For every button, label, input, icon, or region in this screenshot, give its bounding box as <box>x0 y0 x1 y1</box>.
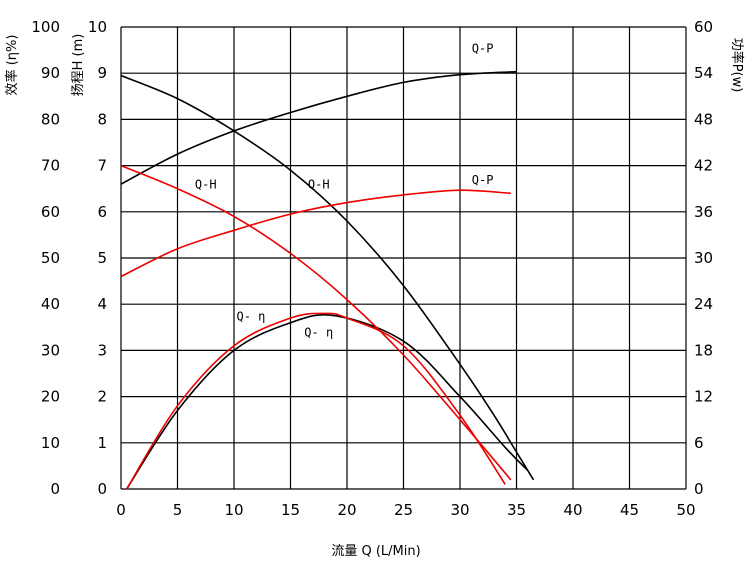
head-tick-label: 10 <box>88 18 107 36</box>
power-tick-label: 54 <box>694 64 713 82</box>
efficiency-tick-label: 20 <box>41 388 60 406</box>
power-tick-label: 42 <box>694 157 713 175</box>
x-tick-label: 10 <box>224 501 243 519</box>
head-tick-label: 3 <box>97 341 107 359</box>
x-axis-title: 流量 Q (L/Min) <box>331 544 420 559</box>
efficiency-tick-label: 0 <box>50 480 60 498</box>
left-efficiency-axis-title: 效率 (η%) <box>4 35 20 96</box>
power-tick-label: 60 <box>694 18 713 36</box>
series-line-head-black <box>120 74 535 481</box>
efficiency-tick-label: 30 <box>41 341 60 359</box>
series-group <box>120 70 535 490</box>
series-line-power-red <box>120 189 511 278</box>
x-tick-label: 20 <box>337 501 356 519</box>
x-tick-label: 40 <box>563 501 582 519</box>
efficiency-tick-label: 50 <box>41 249 60 267</box>
head-tick-label: 5 <box>97 249 107 267</box>
efficiency-tick-label: 100 <box>31 18 60 36</box>
x-tick-label: 30 <box>450 501 469 519</box>
head-tick-label: 0 <box>97 480 107 498</box>
series-line-efficiency-red <box>126 312 506 490</box>
curve-label: Q-H <box>195 178 217 192</box>
efficiency-tick-label: 90 <box>41 64 60 82</box>
power-tick-label: 36 <box>694 203 713 221</box>
series-line-power-black <box>120 70 517 185</box>
x-tick-label: 50 <box>676 501 695 519</box>
power-tick-label: 30 <box>694 249 713 267</box>
x-tick-label: 35 <box>507 501 526 519</box>
x-tick-label: 45 <box>620 501 639 519</box>
efficiency-tick-label: 70 <box>41 157 60 175</box>
power-tick-label: 6 <box>694 434 704 452</box>
curve-label: Q-P <box>472 173 494 187</box>
efficiency-tick-label: 60 <box>41 203 60 221</box>
head-tick-label: 2 <box>97 388 107 406</box>
power-tick-label: 18 <box>694 341 713 359</box>
head-tick-label: 7 <box>97 157 107 175</box>
series-line-head-red <box>120 164 512 481</box>
power-tick-label: 48 <box>694 110 713 128</box>
grid <box>120 26 687 490</box>
head-tick-label: 9 <box>97 64 107 82</box>
head-tick-label: 6 <box>97 203 107 221</box>
curve-label: Q-H <box>308 178 330 192</box>
power-tick-label: 24 <box>694 295 713 313</box>
power-tick-label: 12 <box>694 388 713 406</box>
efficiency-tick-label: 10 <box>41 434 60 452</box>
head-tick-label: 4 <box>97 295 107 313</box>
x-tick-label: 25 <box>394 501 413 519</box>
x-tick-label: 5 <box>173 501 183 519</box>
tick-labels: 0 5 10 15 20 25 30 35 40 45 5001020304050607080901… <box>31 18 713 519</box>
curve-label: Q- η <box>236 309 265 323</box>
series-line-efficiency-black <box>126 313 529 490</box>
efficiency-tick-label: 40 <box>41 295 60 313</box>
right-power-axis-title: 功率P(w) <box>729 38 745 93</box>
x-tick-label: 15 <box>281 501 300 519</box>
left-head-axis-title: 扬程H (m) <box>71 34 86 97</box>
curve-label: Q-P <box>472 41 494 55</box>
curve-label: Q- η <box>304 326 333 340</box>
x-tick-label: 0 <box>116 501 126 519</box>
efficiency-tick-label: 80 <box>41 110 60 128</box>
axis-titles: 流量 Q (L/Min) 效率 (η%) 扬程H (m) 功率P(w) <box>4 34 745 559</box>
head-tick-label: 8 <box>97 110 107 128</box>
power-tick-label: 0 <box>694 480 704 498</box>
curve-labels: Q-H Q-H Q-P Q-P Q- η Q- η <box>195 41 494 339</box>
head-tick-label: 1 <box>97 434 107 452</box>
